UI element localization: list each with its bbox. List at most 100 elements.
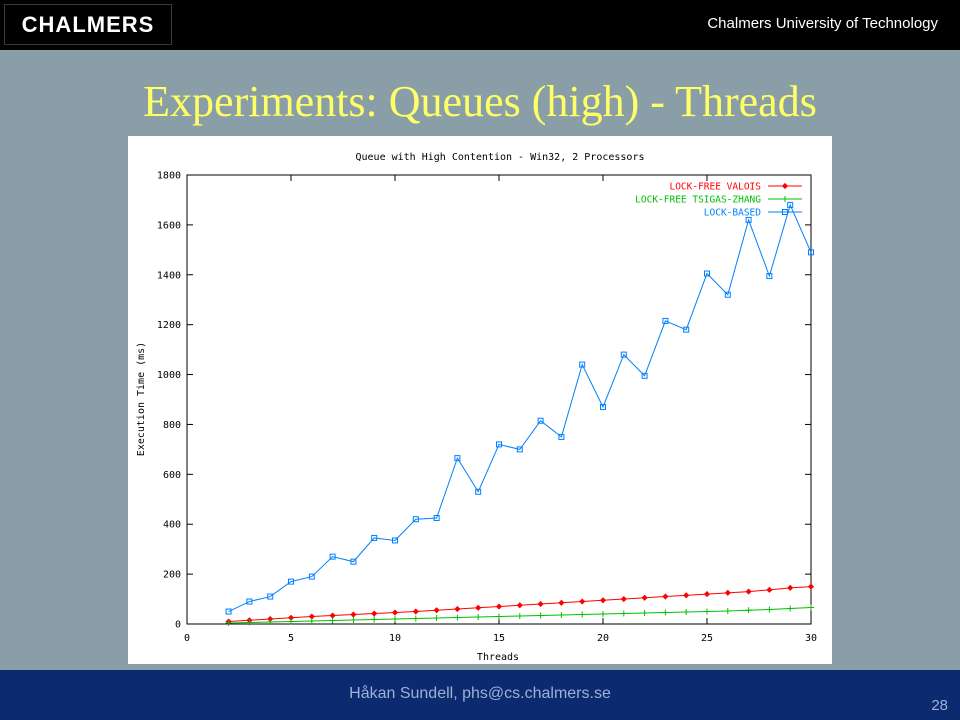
data-point-marker	[267, 619, 274, 626]
data-point-marker	[558, 433, 565, 440]
university-name: Chalmers University of Technology	[707, 15, 938, 32]
data-point-marker	[371, 534, 378, 541]
x-tick-label: 30	[805, 633, 817, 644]
data-point-marker	[662, 317, 669, 324]
data-point-marker	[683, 326, 690, 333]
legend-label: LOCK-FREE TSIGAS-ZHANG	[635, 195, 761, 206]
data-point-marker	[662, 593, 669, 600]
y-tick-label: 1400	[157, 270, 181, 281]
data-point-marker	[308, 618, 315, 625]
data-point-marker	[516, 613, 523, 620]
y-tick-label: 1200	[157, 320, 181, 331]
data-point-marker	[766, 586, 773, 593]
data-point-marker	[787, 584, 794, 591]
data-point-marker	[350, 617, 357, 624]
data-point-marker	[600, 403, 606, 410]
y-tick-label: 0	[175, 620, 181, 631]
y-tick-label: 400	[163, 520, 181, 531]
data-point-marker	[537, 612, 544, 619]
footer-bar: Håkan Sundell, phs@cs.chalmers.se 28	[0, 670, 960, 720]
x-tick-label: 25	[701, 633, 713, 644]
series-lock-based	[225, 201, 814, 615]
data-point-marker	[516, 446, 523, 453]
chalmers-logo: CHALMERS	[4, 4, 172, 45]
x-tick-label: 20	[597, 633, 609, 644]
data-point-marker	[745, 588, 752, 595]
data-point-marker	[496, 441, 502, 448]
data-point-marker	[641, 610, 648, 617]
data-point-marker	[454, 455, 461, 462]
data-point-marker	[787, 201, 794, 208]
data-point-marker	[433, 514, 440, 521]
data-point-marker	[225, 620, 232, 627]
data-point-marker	[350, 558, 357, 565]
line-chart: 0 200 400 600 800 1000 1200 1400 1600 1800 0 5 10 15 2…	[136, 152, 817, 663]
data-point-marker	[495, 603, 503, 610]
chart-container: 0 200 400 600 800 1000 1200 1400 1600 1800 0 5 10 15 2…	[128, 136, 832, 664]
y-tick-label: 1800	[157, 171, 181, 182]
header-bar: CHALMERS Chalmers University of Technolo…	[0, 0, 960, 50]
data-point-marker	[433, 607, 440, 614]
data-point-marker	[433, 615, 440, 622]
data-point-marker	[787, 605, 794, 612]
data-point-marker	[516, 602, 523, 609]
data-point-marker	[683, 592, 690, 599]
y-tick-label: 800	[163, 420, 181, 431]
plot-frame	[186, 174, 812, 625]
data-point-marker	[288, 578, 294, 585]
data-point-marker	[329, 553, 336, 560]
data-point-marker	[807, 583, 815, 590]
data-point-marker	[329, 617, 336, 624]
data-point-marker	[641, 594, 648, 601]
data-point-marker	[246, 619, 253, 626]
data-point-marker	[703, 591, 711, 598]
data-point-marker	[766, 606, 773, 613]
data-point-marker	[475, 488, 482, 495]
data-point-marker	[579, 361, 586, 368]
data-point-marker	[288, 618, 294, 625]
legend-label: LOCK-FREE VALOIS	[669, 182, 761, 193]
x-tick-label: 15	[493, 633, 505, 644]
data-point-marker	[392, 616, 398, 623]
series-line	[228, 203, 812, 612]
data-point-marker	[392, 537, 398, 544]
x-tick-label: 10	[389, 633, 401, 644]
data-point-marker	[641, 372, 648, 379]
legend-label: LOCK-BASED	[704, 208, 761, 219]
data-point-marker	[475, 614, 482, 621]
data-point-marker	[724, 291, 731, 298]
x-tick-label: 0	[184, 633, 190, 644]
data-point-marker	[246, 598, 253, 605]
page-number: 28	[931, 697, 948, 714]
data-point-marker	[308, 573, 315, 580]
data-point-marker	[350, 611, 357, 618]
data-point-marker	[267, 593, 274, 600]
y-tick-label: 600	[163, 470, 181, 481]
data-point-marker	[808, 249, 814, 256]
data-point-marker	[329, 612, 336, 619]
data-point-marker	[496, 613, 502, 620]
data-point-marker	[454, 605, 461, 613]
footer-author: Håkan Sundell, phs@cs.chalmers.se	[349, 685, 611, 702]
data-point-marker	[412, 516, 419, 523]
data-point-marker	[745, 607, 752, 614]
data-point-marker	[724, 589, 731, 596]
data-point-marker	[600, 611, 606, 618]
data-point-marker	[579, 598, 586, 605]
data-point-marker	[371, 610, 378, 617]
data-point-marker	[782, 209, 788, 215]
data-point-marker	[412, 608, 419, 615]
data-point-marker	[766, 273, 773, 280]
series-lock-free-valois	[225, 583, 815, 625]
data-point-marker	[558, 612, 565, 619]
data-point-marker	[808, 604, 814, 611]
data-point-marker	[704, 270, 710, 277]
y-tick-label: 1600	[157, 220, 181, 231]
data-point-marker	[662, 609, 669, 616]
data-point-marker	[704, 608, 710, 615]
data-point-marker	[391, 609, 399, 616]
data-point-marker	[371, 616, 378, 623]
data-point-marker	[620, 351, 627, 358]
data-point-marker	[537, 600, 544, 608]
x-axis-label: Threads	[477, 652, 519, 663]
